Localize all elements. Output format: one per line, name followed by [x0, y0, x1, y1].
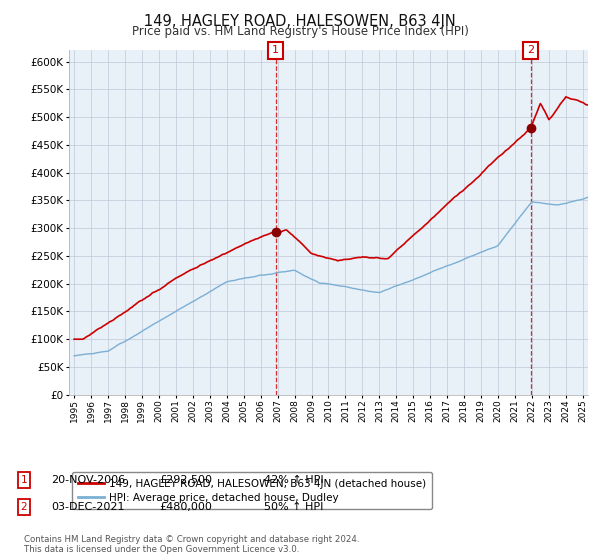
Text: 2: 2: [20, 502, 28, 512]
Legend: 149, HAGLEY ROAD, HALESOWEN, B63 4JN (detached house), HPI: Average price, detac: 149, HAGLEY ROAD, HALESOWEN, B63 4JN (de…: [71, 472, 433, 509]
Text: Price paid vs. HM Land Registry's House Price Index (HPI): Price paid vs. HM Land Registry's House …: [131, 25, 469, 38]
Text: 1: 1: [272, 45, 279, 55]
Text: 50% ↑ HPI: 50% ↑ HPI: [264, 502, 323, 512]
Text: 20-NOV-2006: 20-NOV-2006: [51, 475, 125, 485]
Text: 42% ↑ HPI: 42% ↑ HPI: [264, 475, 323, 485]
Text: Contains HM Land Registry data © Crown copyright and database right 2024.
This d: Contains HM Land Registry data © Crown c…: [24, 535, 359, 554]
Text: 1: 1: [20, 475, 28, 485]
Text: 149, HAGLEY ROAD, HALESOWEN, B63 4JN: 149, HAGLEY ROAD, HALESOWEN, B63 4JN: [144, 14, 456, 29]
Text: £292,500: £292,500: [159, 475, 212, 485]
Text: 2: 2: [527, 45, 534, 55]
Text: £480,000: £480,000: [159, 502, 212, 512]
Text: 03-DEC-2021: 03-DEC-2021: [51, 502, 125, 512]
